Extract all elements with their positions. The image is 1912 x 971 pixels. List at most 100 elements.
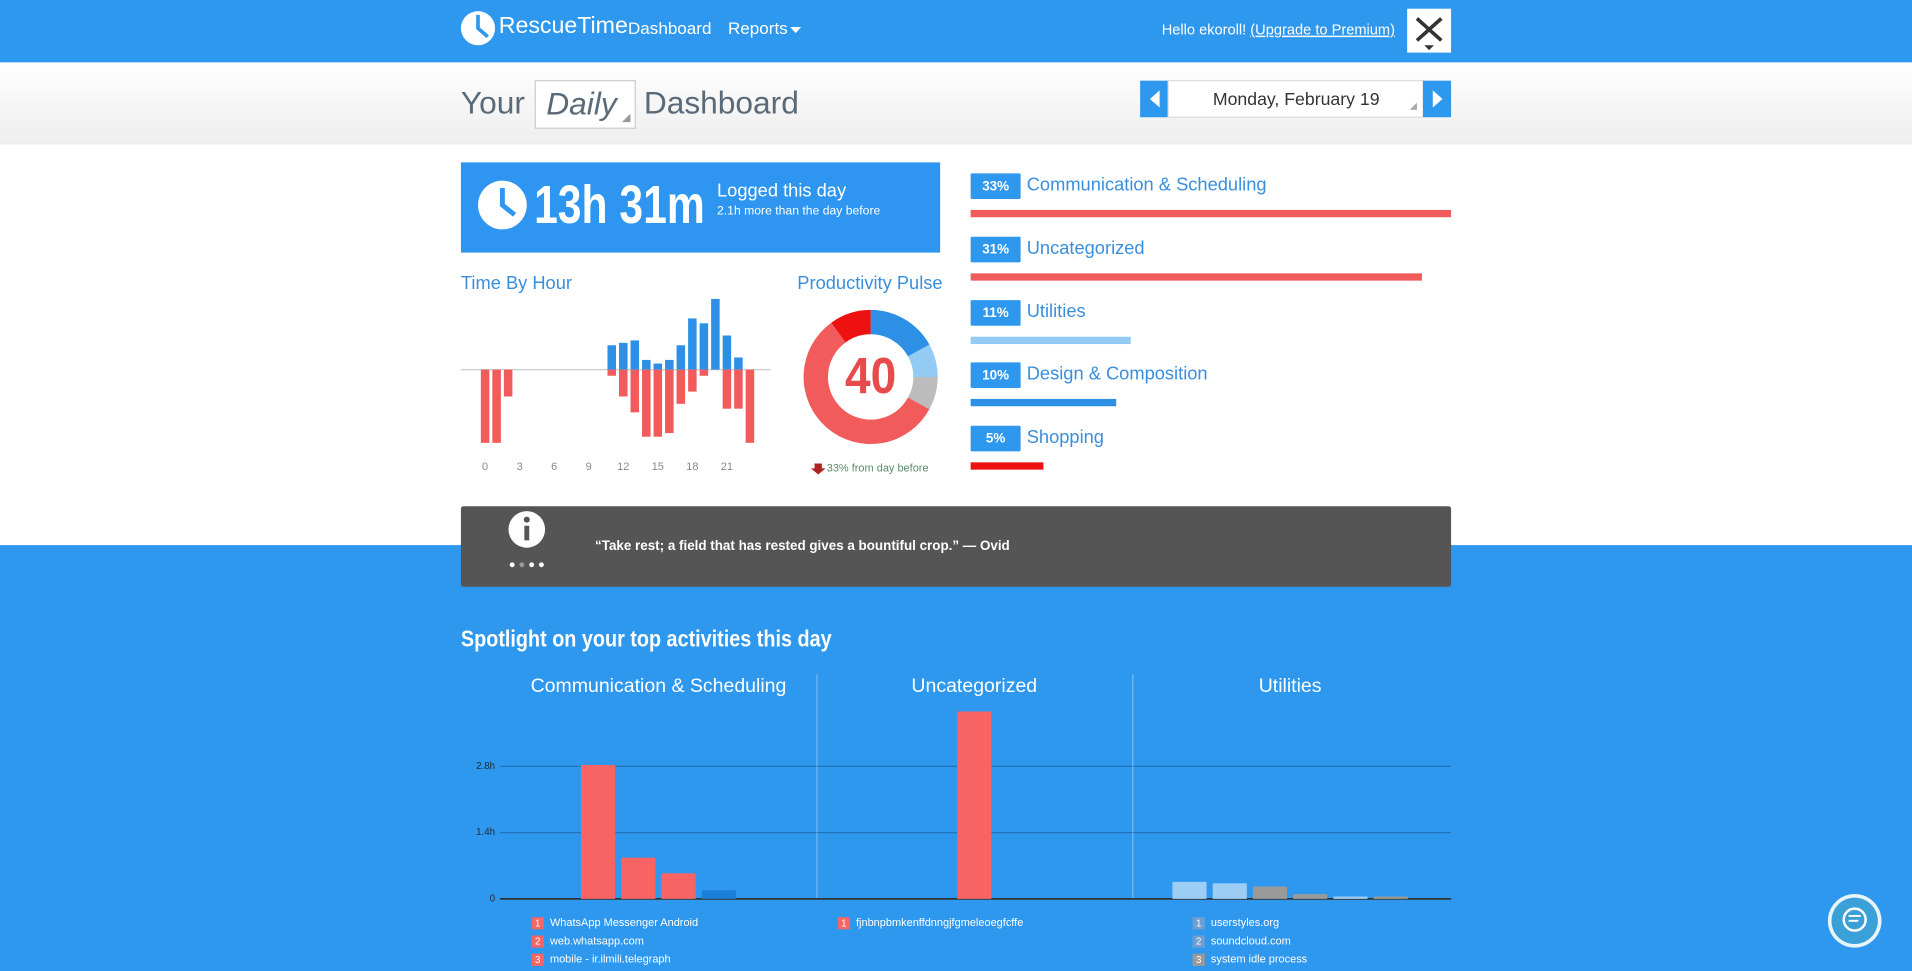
greeting-line: Hello ekoroll! (Upgrade to Premium) [1162, 23, 1395, 39]
legend-badge [1192, 935, 1205, 948]
legend-name[interactable]: userstyles.org [1211, 917, 1279, 929]
clock-hand [499, 187, 517, 217]
legend-name[interactable]: soundcloud.com [1211, 935, 1291, 947]
activity-bar [1172, 881, 1207, 899]
legend-name[interactable]: web.whatsapp.com [549, 935, 644, 947]
panel-title: Utilities [1259, 675, 1322, 697]
legend-badge [1192, 917, 1205, 930]
hour-bar [734, 357, 743, 370]
content-band [0, 144, 1912, 546]
hour-bar [607, 345, 617, 370]
hour-bar [619, 369, 628, 397]
hour-bar [630, 369, 640, 413]
nav-dashboard[interactable]: Dashboard [628, 19, 711, 38]
category-badge [970, 300, 1021, 326]
logo-hand [476, 14, 489, 39]
legend-badge [531, 953, 544, 966]
hour-bar [607, 369, 617, 376]
panel-title: Communication & Scheduling [531, 675, 787, 697]
category-name[interactable]: Design & Composition [1027, 362, 1208, 383]
hour-bar [711, 298, 720, 370]
legend-rank: 1 [841, 918, 846, 929]
carousel-dot[interactable] [519, 562, 525, 568]
legend-name[interactable]: WhatsApp Messenger Android [550, 917, 698, 929]
quote-box [460, 506, 1452, 587]
settings-caret [1424, 45, 1434, 51]
category-percent: 31% [982, 242, 1009, 257]
summary-box [460, 162, 941, 253]
hour-bar [745, 369, 755, 443]
legend-badge [1192, 953, 1205, 966]
legend-badge [837, 917, 850, 930]
hour-tick-label: 3 [517, 461, 523, 473]
carousel-dot[interactable] [538, 562, 544, 568]
spotlight-title: Spotlight on your top activities this da… [461, 625, 832, 651]
legend-rank: 3 [1196, 955, 1201, 966]
hour-bar [653, 369, 663, 437]
hour-bar [642, 359, 651, 370]
chat-button[interactable] [1827, 893, 1882, 948]
info-dot [523, 516, 530, 523]
carousel-dot[interactable] [509, 562, 515, 568]
hour-tick-label: 6 [551, 461, 557, 473]
settings-icon [1415, 17, 1443, 42]
category-name[interactable]: Shopping [1027, 426, 1104, 447]
upgrade-link[interactable]: (Upgrade to Premium) [1250, 23, 1395, 39]
settings-button[interactable] [1407, 8, 1452, 53]
title-your: Your [461, 84, 525, 120]
hour-bar [619, 342, 628, 370]
category-bar [970, 462, 1044, 470]
category-name[interactable]: Utilities [1027, 300, 1086, 321]
y-tick-label: 2.8h [476, 761, 495, 772]
hour-bar [722, 369, 732, 409]
hour-bar [734, 369, 743, 409]
activity-bar [1333, 896, 1368, 899]
hour-bar [688, 318, 697, 370]
category-percent: 10% [982, 367, 1009, 382]
legend-rank: 1 [535, 918, 540, 929]
pulse-segment [870, 309, 930, 357]
category-name[interactable]: Communication & Scheduling [1027, 173, 1267, 194]
spotlight-band [0, 545, 1912, 971]
category-name[interactable]: Uncategorized [1027, 237, 1145, 258]
hour-tick-label: 18 [686, 461, 698, 473]
nav-reports[interactable]: Reports [728, 19, 788, 38]
hour-tick-label: 15 [652, 461, 664, 473]
legend-name[interactable]: mobile - ir.ilmili.telegraph [550, 954, 671, 966]
pulse-title: Productivity Pulse [797, 272, 942, 293]
activity-bar [1212, 883, 1247, 899]
hour-bar [676, 369, 686, 404]
date-field[interactable] [1167, 80, 1424, 118]
hour-bar [699, 323, 709, 370]
chat-lines [1848, 915, 1861, 922]
category-bar [970, 336, 1131, 345]
top-bar [0, 0, 1912, 63]
pulse-note: 33% from day before [827, 462, 929, 474]
date-corner [1409, 102, 1417, 110]
next-arrow [1432, 90, 1443, 108]
hour-bar [665, 359, 674, 370]
activity-bar [581, 764, 616, 899]
hour-bar [492, 369, 501, 443]
period-select[interactable] [534, 80, 636, 129]
hour-bar [653, 363, 663, 370]
activity-bar [1293, 894, 1328, 899]
pulse-segment [831, 309, 871, 343]
date[interactable]: Monday, February 19 [1213, 89, 1380, 109]
legend-name[interactable]: system idle process [1211, 954, 1308, 966]
activity-bar [957, 711, 992, 899]
brand: RescueTime [499, 12, 628, 38]
period[interactable]: Daily [546, 86, 619, 122]
carousel-dot[interactable] [529, 562, 535, 568]
y-tick-label: 0 [490, 893, 496, 904]
hour-tick-label: 21 [721, 461, 733, 473]
legend-rank: 2 [535, 937, 540, 948]
logo[interactable]: RescueTime [460, 11, 628, 46]
hour-bar [503, 369, 513, 397]
info-stem [524, 525, 530, 541]
activity-bar [1252, 886, 1288, 899]
legend-name[interactable]: fjnbnpbmkenffdnngjfgmeleoegfcffe [856, 917, 1023, 929]
header-band [0, 62, 1912, 145]
reports-caret[interactable] [790, 27, 802, 34]
prev-arrow [1149, 90, 1160, 108]
